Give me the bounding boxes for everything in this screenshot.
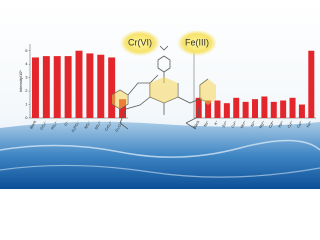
x-tick-label: Blank xyxy=(192,120,200,130)
x-tick-label: Mn²⁺ xyxy=(240,120,248,129)
x-tick-label: Cr₂O₇²⁻ xyxy=(115,120,125,133)
wave xyxy=(0,139,320,158)
x-tick-label: CrO₄²⁻ xyxy=(104,120,113,132)
y-tick-label: 0 xyxy=(25,115,28,120)
bar xyxy=(261,96,268,118)
bar xyxy=(233,97,240,118)
bar xyxy=(64,56,72,118)
bar xyxy=(97,54,105,118)
bar xyxy=(119,99,127,118)
molecule xyxy=(111,45,216,130)
y-tick-label: 2 xyxy=(25,88,28,93)
x-tick-label: Zn²⁺ xyxy=(221,120,228,128)
x-tick-label: Mg²⁺ xyxy=(259,120,267,129)
x-tick-label: Cu²⁺ xyxy=(287,120,294,129)
bar xyxy=(108,57,116,118)
bar xyxy=(205,100,212,118)
y-axis-label: Intensity/10⁵ xyxy=(18,70,23,92)
bar xyxy=(251,99,259,118)
y-tick-label: 1 xyxy=(25,102,28,107)
x-tick-label: SO₄²⁻ xyxy=(94,120,102,131)
x-tick-label: Ni²⁺ xyxy=(250,120,257,128)
bar xyxy=(214,100,221,118)
bar xyxy=(242,101,249,118)
x-tick-label: Blank xyxy=(29,120,37,130)
bar xyxy=(86,53,94,118)
bar xyxy=(308,50,315,118)
y-tick-label: 5 xyxy=(25,48,28,53)
bar xyxy=(298,104,305,118)
bar xyxy=(223,103,230,118)
wave xyxy=(0,164,320,178)
x-tick-label: H₂PO₄⁻ xyxy=(71,120,81,133)
x-tick-label: Cd²⁺ xyxy=(268,120,275,129)
x-tick-label: Ca²⁺ xyxy=(296,120,303,129)
x-tick-label: PO₄³⁻ xyxy=(51,120,59,131)
annotation-glow xyxy=(120,30,160,56)
bar xyxy=(42,56,50,118)
bar xyxy=(289,97,296,118)
bar xyxy=(75,50,83,118)
water xyxy=(0,121,320,189)
x-tick-label: Fe³⁺ xyxy=(306,120,313,128)
x-tick-label: NO₃⁻ xyxy=(84,120,92,130)
x-tick-label: CO₃²⁻ xyxy=(40,120,48,131)
x-tick-label: Pb²⁺ xyxy=(278,120,285,129)
x-tick-label: Na⁺ xyxy=(203,120,210,128)
x-tick-label: K⁺ xyxy=(214,120,220,126)
bar xyxy=(53,56,61,118)
x-tick-label: Cl⁻ xyxy=(64,120,70,127)
annotation: Fe(III) xyxy=(185,37,209,47)
bar xyxy=(270,101,277,118)
annotation-glow xyxy=(177,30,217,56)
bar xyxy=(31,57,39,118)
y-tick-label: 4 xyxy=(25,61,28,66)
y-tick-label: 3 xyxy=(25,75,28,80)
x-tick-label: Co²⁺ xyxy=(231,120,238,129)
annotation: Cr(VI) xyxy=(128,37,152,47)
bar xyxy=(280,100,287,118)
